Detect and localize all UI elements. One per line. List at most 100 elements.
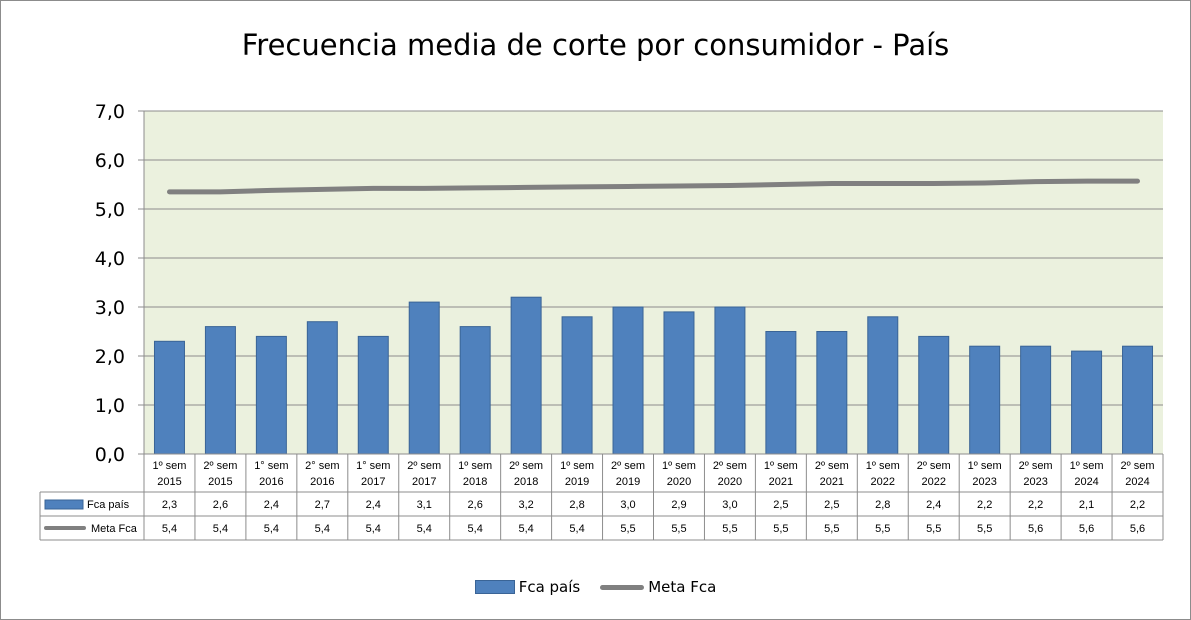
category-label: 2022 bbox=[921, 476, 945, 488]
table-value-fca: 2,5 bbox=[824, 499, 839, 511]
category-label: 2015 bbox=[157, 476, 181, 488]
table-value-fca: 2,4 bbox=[926, 499, 941, 511]
bar bbox=[153, 340, 185, 455]
category-label: 2º sem bbox=[917, 460, 951, 472]
table-value-meta: 5,4 bbox=[264, 523, 279, 535]
bar bbox=[714, 306, 746, 455]
category-label: 2º sem bbox=[203, 460, 237, 472]
table-value-fca: 2,3 bbox=[162, 499, 177, 511]
table-value-fca: 2,1 bbox=[1079, 499, 1094, 511]
category-label: 2º sem bbox=[815, 460, 849, 472]
bar bbox=[510, 296, 542, 455]
table-key-bar bbox=[44, 499, 84, 510]
series-line-meta bbox=[167, 178, 1140, 195]
table-value-fca: 2,8 bbox=[875, 499, 890, 511]
table-row-header: Fca país bbox=[87, 499, 130, 511]
category-label: 1º sem bbox=[866, 460, 900, 472]
bar bbox=[816, 331, 848, 455]
category-label: 2021 bbox=[769, 476, 793, 488]
category-label: 2023 bbox=[1023, 476, 1047, 488]
category-label: 1º sem bbox=[1070, 460, 1104, 472]
y-tick-label: 1,0 bbox=[95, 395, 125, 417]
bar bbox=[969, 345, 1001, 455]
category-label: 2º sem bbox=[407, 460, 441, 472]
category-label: 2º sem bbox=[1121, 460, 1155, 472]
category-label: 2016 bbox=[259, 476, 283, 488]
table-value-fca: 2,6 bbox=[468, 499, 483, 511]
legend-item-fca: Fca país bbox=[474, 578, 581, 596]
table-value-fca: 2,6 bbox=[213, 499, 228, 511]
category-label: 2º sem bbox=[509, 460, 543, 472]
category-label: 2º sem bbox=[1019, 460, 1053, 472]
bar bbox=[612, 306, 644, 455]
category-label: 2021 bbox=[820, 476, 844, 488]
y-tick-label: 7,0 bbox=[95, 101, 125, 123]
table-value-fca: 2,8 bbox=[569, 499, 584, 511]
legend-item-meta: Meta Fca bbox=[600, 578, 716, 596]
table-value-meta: 5,4 bbox=[569, 523, 584, 535]
category-label: 2° sem bbox=[305, 460, 339, 472]
table-value-fca: 2,5 bbox=[773, 499, 788, 511]
table-value-meta: 5,5 bbox=[875, 523, 890, 535]
category-label: 2º sem bbox=[611, 460, 645, 472]
table-value-fca: 2,2 bbox=[1130, 499, 1145, 511]
category-label: 2017 bbox=[361, 476, 385, 488]
category-label: 2024 bbox=[1125, 476, 1149, 488]
bar bbox=[561, 316, 593, 455]
category-label: 1° sem bbox=[254, 460, 288, 472]
y-tick-label: 5,0 bbox=[95, 199, 125, 221]
category-label: 2019 bbox=[565, 476, 589, 488]
table-value-meta: 5,4 bbox=[315, 523, 330, 535]
category-label: 2019 bbox=[616, 476, 640, 488]
y-tick-label: 3,0 bbox=[95, 297, 125, 319]
table-value-meta: 5,4 bbox=[468, 523, 483, 535]
legend: Fca país Meta Fca bbox=[0, 578, 1191, 596]
table-value-fca: 2,7 bbox=[315, 499, 330, 511]
table-value-fca: 3,2 bbox=[518, 499, 533, 511]
category-label: 1º sem bbox=[458, 460, 492, 472]
chart-title: Frecuencia media de corte por consumidor… bbox=[241, 28, 950, 62]
table-value-fca: 2,9 bbox=[671, 499, 686, 511]
table-value-meta: 5,5 bbox=[977, 523, 992, 535]
table-value-meta: 5,6 bbox=[1130, 523, 1145, 535]
table-value-meta: 5,4 bbox=[366, 523, 381, 535]
category-label: 1º sem bbox=[662, 460, 696, 472]
legend-label-fca: Fca país bbox=[518, 578, 581, 596]
category-label: 2018 bbox=[514, 476, 538, 488]
bar bbox=[357, 335, 389, 455]
table-value-meta: 5,5 bbox=[773, 523, 788, 535]
bar bbox=[1122, 345, 1154, 455]
table-value-meta: 5,5 bbox=[926, 523, 941, 535]
table-value-fca: 2,4 bbox=[366, 499, 381, 511]
category-label: 2024 bbox=[1074, 476, 1098, 488]
table-value-meta: 5,5 bbox=[671, 523, 686, 535]
table-row-header: Meta Fca bbox=[91, 523, 138, 535]
category-label: 2023 bbox=[972, 476, 996, 488]
bar bbox=[765, 331, 797, 455]
y-tick-label: 0,0 bbox=[95, 444, 125, 466]
table-value-fca: 3,1 bbox=[417, 499, 432, 511]
table-value-fca: 2,2 bbox=[977, 499, 992, 511]
plot-area bbox=[144, 111, 1163, 454]
bar bbox=[867, 316, 899, 455]
bar bbox=[918, 335, 950, 455]
table-value-meta: 5,4 bbox=[213, 523, 228, 535]
table-value-meta: 5,6 bbox=[1028, 523, 1043, 535]
category-label: 1º sem bbox=[968, 460, 1002, 472]
category-label: 2020 bbox=[667, 476, 691, 488]
category-label: 2º sem bbox=[713, 460, 747, 472]
bar bbox=[204, 326, 236, 455]
category-label: 2015 bbox=[208, 476, 232, 488]
table-value-meta: 5,4 bbox=[518, 523, 533, 535]
table-value-fca: 3,0 bbox=[620, 499, 635, 511]
table-value-meta: 5,5 bbox=[722, 523, 737, 535]
table-value-meta: 5,5 bbox=[824, 523, 839, 535]
bar bbox=[663, 311, 695, 455]
table-value-fca: 2,2 bbox=[1028, 499, 1043, 511]
category-label: 2022 bbox=[871, 476, 895, 488]
table-value-meta: 5,6 bbox=[1079, 523, 1094, 535]
y-tick-label: 4,0 bbox=[95, 248, 125, 270]
legend-label-meta: Meta Fca bbox=[648, 578, 717, 596]
bar bbox=[1020, 345, 1052, 455]
